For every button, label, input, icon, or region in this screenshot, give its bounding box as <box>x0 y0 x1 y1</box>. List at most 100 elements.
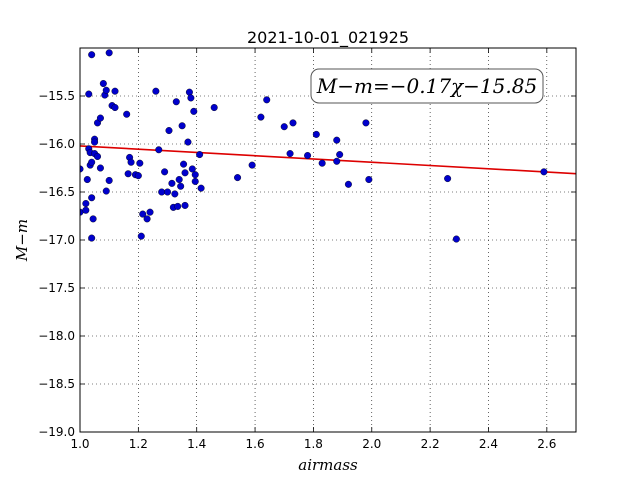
fit-line <box>80 145 576 175</box>
data-point <box>280 123 288 131</box>
data-point <box>248 161 256 169</box>
data-point <box>304 152 312 160</box>
data-point <box>105 49 113 57</box>
data-point <box>181 169 189 177</box>
annotation-text: M−m=−0.17χ−15.85 <box>316 74 537 98</box>
data-point <box>289 119 297 127</box>
data-point <box>136 159 144 167</box>
x-tick-label: 1.8 <box>304 437 323 451</box>
data-point <box>178 122 186 130</box>
data-point <box>161 168 169 176</box>
data-point <box>257 113 265 121</box>
data-point <box>82 200 90 208</box>
data-point <box>155 146 163 154</box>
data-point <box>312 130 320 138</box>
x-tick-label: 2.2 <box>421 437 440 451</box>
x-tick-label: 1.6 <box>246 437 265 451</box>
data-point <box>124 170 132 178</box>
chart-title: 2021-10-01_021925 <box>247 28 409 48</box>
data-point <box>452 235 460 243</box>
data-point <box>111 104 119 112</box>
plot-area: 1.0 1.2 1.4 1.6 1.8 2.0 2.2 2.4 2.6 −15.5 −16.0 −16… <box>38 47 577 451</box>
y-tick-label: −16.0 <box>38 137 75 151</box>
data-point <box>134 172 142 180</box>
data-point <box>333 157 341 165</box>
data-point <box>344 180 352 188</box>
data-point <box>94 152 102 160</box>
data-point <box>210 104 218 112</box>
y-tick-label: −18.0 <box>38 329 75 343</box>
data-point <box>197 184 205 192</box>
data-point <box>127 158 135 166</box>
data-point <box>88 51 96 59</box>
data-point <box>191 177 199 185</box>
data-point <box>89 215 97 223</box>
x-tick-label: 1.4 <box>187 437 206 451</box>
data-point <box>82 206 90 214</box>
data-point <box>336 151 344 159</box>
data-point <box>177 182 185 190</box>
data-point <box>181 201 189 209</box>
data-point <box>165 127 173 135</box>
data-point <box>318 159 326 167</box>
y-tick-label: −17.5 <box>38 281 75 295</box>
data-point <box>175 176 183 184</box>
data-point <box>96 114 104 122</box>
data-point <box>85 90 93 98</box>
data-point <box>139 210 147 218</box>
data-point <box>171 190 179 198</box>
y-tick-label: −18.5 <box>38 377 75 391</box>
x-tick-label: 2.0 <box>362 437 381 451</box>
data-point <box>263 96 271 104</box>
data-point <box>168 179 176 187</box>
data-point <box>143 215 151 223</box>
data-point <box>540 168 548 176</box>
data-point <box>196 151 204 159</box>
x-tick-label: 2.4 <box>479 437 498 451</box>
y-tick-label: −15.5 <box>38 89 75 103</box>
data-point <box>158 188 166 196</box>
x-tick-label: 2.6 <box>537 437 556 451</box>
data-point <box>187 94 195 102</box>
data-point <box>365 176 373 184</box>
data-point <box>91 138 99 146</box>
data-point <box>190 107 198 115</box>
data-point <box>286 150 294 158</box>
data-point <box>172 98 180 106</box>
data-point <box>88 234 96 242</box>
data-point <box>180 160 188 168</box>
data-point <box>444 175 452 183</box>
data-point <box>88 194 96 202</box>
data-point <box>191 171 199 179</box>
y-tick-label: −17.0 <box>38 233 75 247</box>
data-point <box>102 187 110 195</box>
data-point <box>234 174 242 182</box>
data-point <box>146 208 154 216</box>
y-axis-label: M−m <box>13 219 31 262</box>
y-tick-label: −16.5 <box>38 185 75 199</box>
data-point <box>80 165 84 173</box>
data-point <box>96 164 104 172</box>
data-point <box>188 165 196 173</box>
data-point <box>105 176 113 184</box>
data-point <box>123 110 131 118</box>
data-point <box>174 202 182 210</box>
data-point <box>111 87 119 95</box>
data-point <box>83 176 91 184</box>
data-point <box>102 86 110 94</box>
x-axis-label: airmass <box>298 456 358 474</box>
data-point <box>152 87 160 95</box>
data-point <box>184 138 192 146</box>
data-point <box>185 88 193 96</box>
data-point <box>333 136 341 144</box>
data-point <box>88 158 96 166</box>
data-point <box>362 119 370 127</box>
x-tick-label: 1.0 <box>70 437 89 451</box>
annotation-box <box>310 68 544 104</box>
y-tick-label: −19.0 <box>38 425 75 439</box>
data-point <box>99 80 107 88</box>
data-point <box>164 188 172 196</box>
data-point <box>137 232 145 240</box>
x-tick-label: 1.2 <box>129 437 148 451</box>
